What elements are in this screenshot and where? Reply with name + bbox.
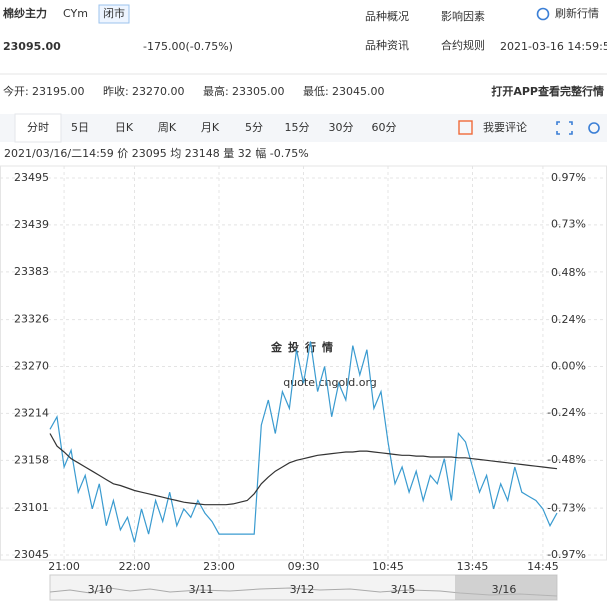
y2-tick-label: -0.24% bbox=[547, 406, 586, 419]
status-badge bbox=[98, 4, 130, 24]
comment-icon[interactable] bbox=[458, 120, 473, 135]
y2-tick-label: 0.24% bbox=[551, 313, 586, 326]
tab[interactable]: 5日 bbox=[71, 121, 89, 134]
y-tick-label: 23045 bbox=[14, 548, 49, 561]
navigator-date: 3/11 bbox=[189, 583, 214, 596]
y2-tick-label: -0.73% bbox=[547, 501, 586, 514]
series-line bbox=[49, 433, 558, 506]
x-tick-label: 23:00 bbox=[203, 560, 235, 573]
fullscreen-icon[interactable] bbox=[556, 121, 573, 135]
tab[interactable]: 60分 bbox=[372, 121, 397, 134]
stat-value: 23195.00 bbox=[32, 85, 85, 98]
code: CYm bbox=[63, 7, 88, 20]
y2-tick-label: -0.48% bbox=[547, 453, 586, 466]
y-tick-label: 23270 bbox=[14, 360, 49, 373]
series-line bbox=[49, 341, 558, 543]
stat-label: 今开: bbox=[3, 84, 29, 98]
tab[interactable]: 月K bbox=[201, 121, 220, 134]
x-tick-label: 21:00 bbox=[48, 560, 80, 573]
x-tick-label: 14:45 bbox=[527, 560, 559, 573]
tab-bar bbox=[0, 114, 607, 142]
navigator-date: 3/10 bbox=[88, 583, 113, 596]
tab[interactable]: 30分 bbox=[329, 121, 354, 134]
stat-label: 最高: bbox=[203, 84, 229, 98]
y-tick-label: 23326 bbox=[14, 313, 49, 326]
price: 23095.00 bbox=[3, 40, 61, 53]
refresh-icon[interactable] bbox=[536, 7, 550, 21]
navigator-date: 3/15 bbox=[391, 583, 416, 596]
tab[interactable]: 周K bbox=[158, 121, 177, 134]
y2-tick-label: 0.48% bbox=[551, 266, 586, 279]
watermark-url: quote.cngold.org bbox=[283, 376, 377, 389]
link[interactable]: 影响因素 bbox=[441, 10, 485, 23]
x-tick-label: 10:45 bbox=[372, 560, 404, 573]
link[interactable]: 品种概况 bbox=[365, 9, 409, 23]
y2-tick-label: 0.97% bbox=[551, 171, 586, 184]
status: 闭市 bbox=[103, 6, 125, 20]
y2-tick-label: 0.00% bbox=[551, 360, 586, 373]
y2-tick-label: -0.97% bbox=[547, 548, 586, 561]
tab[interactable]: 15分 bbox=[285, 121, 310, 134]
tab[interactable]: 分时 bbox=[27, 121, 49, 134]
change: -175.00(-0.75%) bbox=[143, 40, 233, 53]
y-tick-label: 23495 bbox=[14, 171, 49, 184]
stat-label: 昨收: bbox=[103, 84, 129, 98]
stat-label: 最低: bbox=[303, 85, 329, 98]
info-line: 2021/03/16/二14:59 价 23095 均 23148 量 32 幅… bbox=[4, 147, 309, 160]
x-tick-label: 13:45 bbox=[457, 560, 489, 573]
app-link[interactable]: 打开APP查看完整行情 bbox=[491, 84, 604, 98]
tab[interactable]: 日K bbox=[115, 121, 134, 134]
link[interactable]: 合约规则 bbox=[441, 38, 485, 52]
y-tick-label: 23101 bbox=[14, 501, 49, 514]
name: 棉纱主力 bbox=[3, 6, 47, 20]
tab[interactable]: 5分 bbox=[245, 121, 263, 134]
stat-value: 23045.00 bbox=[332, 85, 385, 98]
y-tick-label: 23214 bbox=[14, 406, 49, 419]
link[interactable]: 品种资讯 bbox=[365, 38, 409, 52]
y2-tick-label: 0.73% bbox=[551, 218, 586, 231]
navigator-window[interactable] bbox=[455, 575, 557, 600]
y-tick-label: 23158 bbox=[14, 453, 49, 466]
settings-icon[interactable] bbox=[588, 122, 600, 134]
x-tick-label: 09:30 bbox=[288, 560, 320, 573]
x-tick-label: 22:00 bbox=[119, 560, 151, 573]
watermark: 金投行情 bbox=[270, 340, 339, 354]
navigator-date: 3/12 bbox=[290, 583, 315, 596]
refresh[interactable]: 刷新行情 bbox=[555, 6, 599, 20]
y-tick-label: 23383 bbox=[14, 265, 49, 278]
navigator-date: 3/16 bbox=[492, 583, 517, 596]
stat-value: 23305.00 bbox=[232, 85, 285, 98]
comment[interactable]: 我要评论 bbox=[483, 120, 527, 134]
timestamp: 2021-03-16 14:59:50 bbox=[500, 40, 607, 53]
stat-value: 23270.00 bbox=[132, 85, 185, 98]
y-tick-label: 23439 bbox=[14, 218, 49, 231]
active-tab bbox=[14, 113, 62, 143]
